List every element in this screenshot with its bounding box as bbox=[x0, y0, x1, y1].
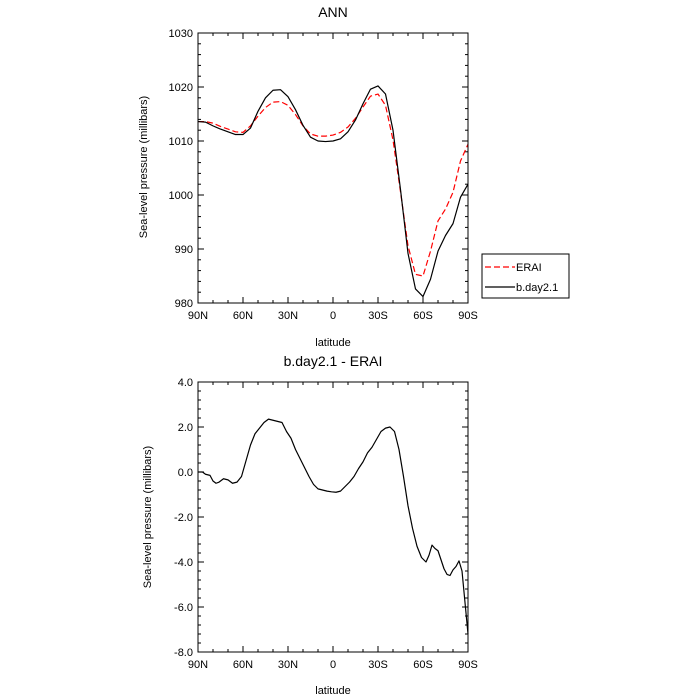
top-chart-legend: ERAI b.day2.1 bbox=[481, 253, 570, 299]
bottom-chart-x-axis-label: latitude bbox=[315, 685, 350, 697]
legend-bday21-label: b.day2.1 bbox=[516, 282, 558, 294]
x-tick-label: 30S bbox=[368, 310, 388, 322]
x-tick-label: 90S bbox=[458, 659, 478, 671]
y-tick-label: 0.0 bbox=[178, 467, 193, 479]
top-chart-title: ANN bbox=[318, 4, 348, 20]
x-tick-label: 60S bbox=[413, 659, 433, 671]
y-tick-label: 990 bbox=[175, 244, 193, 256]
x-tick-label: 0 bbox=[330, 310, 336, 322]
y-tick-label: 1000 bbox=[169, 190, 193, 202]
top-chart-x-axis-label: latitude bbox=[315, 337, 350, 349]
series-line-difference bbox=[198, 418, 469, 635]
x-tick-label: 90N bbox=[188, 659, 208, 671]
y-tick-label: -2.0 bbox=[174, 512, 193, 524]
bottom-chart-ticks: 90N 60N 30N 0 30S 60S 90S -8.0 -6.0 -4.0 -2.0 0.0 2.… bbox=[174, 377, 478, 671]
x-tick-label: 90N bbox=[188, 310, 208, 322]
legend-box bbox=[481, 253, 570, 299]
y-tick-label: 1030 bbox=[169, 28, 193, 40]
top-chart-frame bbox=[197, 32, 469, 304]
bottom-chart-series bbox=[198, 418, 469, 635]
legend-erai-label: ERAI bbox=[516, 262, 542, 274]
y-tick-label: 4.0 bbox=[178, 377, 193, 389]
series-line-erai bbox=[198, 93, 469, 277]
x-tick-label: 90S bbox=[458, 310, 478, 322]
top-chart-panel: ANN latitude Sea-level pressure (milliba… bbox=[138, 4, 478, 349]
y-tick-label: 1010 bbox=[169, 136, 193, 148]
bottom-chart-frame bbox=[197, 381, 469, 653]
x-tick-label: 60S bbox=[413, 310, 433, 322]
y-tick-label: 2.0 bbox=[178, 422, 193, 434]
x-tick-label: 30N bbox=[278, 310, 298, 322]
bottom-chart-y-axis-label: Sea-level pressure (millibars) bbox=[142, 446, 154, 588]
top-chart-y-axis-label: Sea-level pressure (millibars) bbox=[138, 96, 150, 238]
y-tick-label: 980 bbox=[175, 298, 193, 310]
series-line-b-day2-1 bbox=[197, 85, 469, 298]
top-chart-series bbox=[197, 85, 469, 298]
x-tick-label: 30S bbox=[368, 659, 388, 671]
x-tick-label: 0 bbox=[330, 659, 336, 671]
x-tick-label: 60N bbox=[233, 659, 253, 671]
y-tick-label: -8.0 bbox=[174, 647, 193, 659]
bottom-chart-title: b.day2.1 - ERAI bbox=[284, 353, 383, 369]
y-tick-label: -4.0 bbox=[174, 557, 193, 569]
y-tick-label: -6.0 bbox=[174, 602, 193, 614]
y-tick-label: 1020 bbox=[169, 82, 193, 94]
x-tick-label: 30N bbox=[278, 659, 298, 671]
top-chart-ticks: 90N 60N 30N 0 30S 60S 90S 980 990 1000 1010 1020 103… bbox=[169, 28, 478, 322]
x-tick-label: 60N bbox=[233, 310, 253, 322]
bottom-chart-panel: b.day2.1 - ERAI latitude Sea-level press… bbox=[142, 353, 478, 697]
